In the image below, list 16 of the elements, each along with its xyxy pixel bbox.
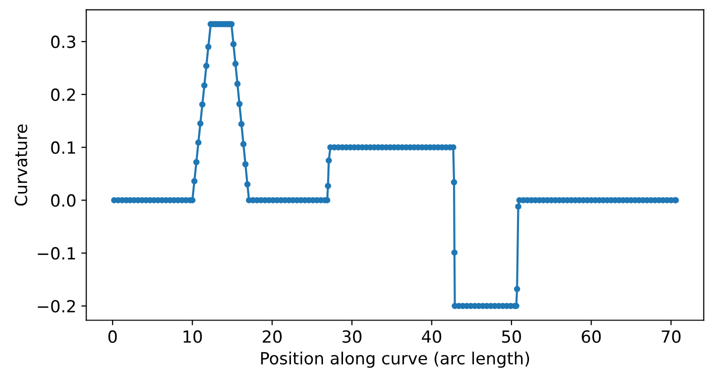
x-tick-label: 10 xyxy=(184,330,202,343)
y-tick-label: −0.1 xyxy=(38,247,76,260)
y-tick-label: 0.2 xyxy=(51,88,75,102)
x-tick-label: 40 xyxy=(422,330,442,343)
x-tick-label: 60 xyxy=(582,330,601,343)
y-tick-label: −0.2 xyxy=(38,300,75,313)
x-tick-label: 0 xyxy=(108,330,117,343)
x-tick-label: 50 xyxy=(502,330,521,343)
y-tick-label: 0.3 xyxy=(51,36,76,48)
x-tick-label: 30 xyxy=(342,330,362,343)
x-axis-title: Position along curve (arc length) xyxy=(261,352,530,368)
y-axis-title: Curvature xyxy=(14,124,28,206)
x-tick-label: 70 xyxy=(662,330,681,343)
x-tick-label: 20 xyxy=(262,330,282,343)
y-tick-label: 0.0 xyxy=(51,194,76,207)
y-tick-label: 0.1 xyxy=(51,141,76,154)
